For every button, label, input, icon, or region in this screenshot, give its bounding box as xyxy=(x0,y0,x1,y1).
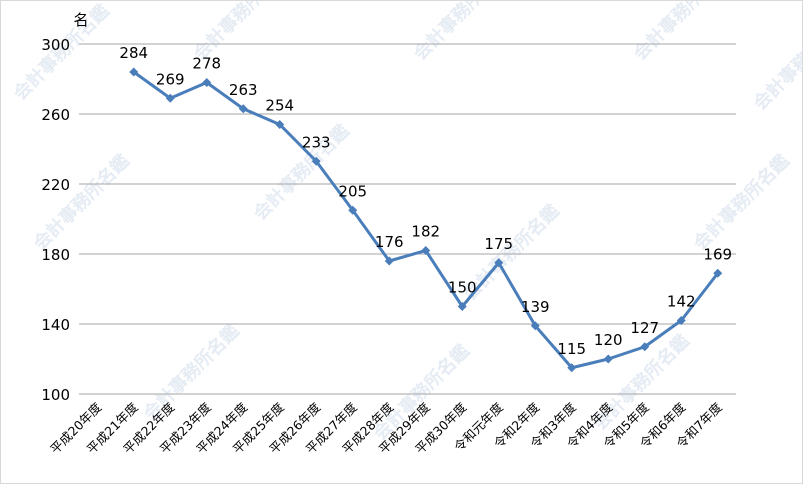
watermark-text: 会計事務所名鑑 xyxy=(369,340,474,445)
data-label: 284 xyxy=(119,44,148,62)
data-label: 176 xyxy=(375,233,404,251)
data-point-marker xyxy=(165,93,175,103)
y-tick-label: 300 xyxy=(41,36,70,54)
watermark-text: 会計事務所名鑑 xyxy=(689,150,794,255)
data-label: 115 xyxy=(557,340,586,358)
data-point-marker xyxy=(129,67,139,77)
data-label: 278 xyxy=(192,55,221,73)
data-label: 175 xyxy=(484,235,513,253)
data-point-marker xyxy=(384,256,394,266)
watermark-text: 会計事務所名鑑 xyxy=(409,1,514,65)
data-point-marker xyxy=(676,316,686,325)
data-point-marker xyxy=(713,268,723,278)
y-tick-label: 180 xyxy=(41,246,70,264)
data-point-marker xyxy=(457,302,467,311)
data-point-marker xyxy=(311,156,321,166)
data-labels: 284 269 278 263 254 233 205 176 182 150 175 139 115 1… xyxy=(119,44,732,358)
watermark-text: 会計事務所名鑑 xyxy=(629,1,734,65)
data-label: 120 xyxy=(594,331,623,349)
y-axis-ticks: 100 140 180 220 260 300 xyxy=(41,36,70,404)
y-unit-label: 名 xyxy=(73,11,88,29)
data-point-marker xyxy=(640,342,650,352)
data-point-marker xyxy=(202,78,212,87)
watermark-text: 会計事務所名鑑 xyxy=(29,150,134,255)
data-label: 182 xyxy=(411,223,440,241)
grid-lines xyxy=(79,43,736,395)
y-tick-label: 140 xyxy=(41,316,70,334)
watermark-text: 会計事務所名鑑 xyxy=(139,320,244,425)
data-points xyxy=(129,67,723,373)
data-label: 169 xyxy=(703,245,732,263)
y-tick-label: 260 xyxy=(41,106,70,124)
data-point-marker xyxy=(530,321,540,331)
data-point-marker xyxy=(238,104,248,114)
data-label: 233 xyxy=(302,133,331,151)
data-point-marker xyxy=(494,258,504,268)
data-label: 127 xyxy=(630,319,659,337)
data-point-marker xyxy=(421,246,431,255)
data-point-marker xyxy=(275,120,285,129)
data-label: 142 xyxy=(667,293,696,311)
data-label: 269 xyxy=(156,70,185,88)
data-label: 254 xyxy=(265,97,294,115)
data-label: 139 xyxy=(521,298,550,316)
y-tick-label: 100 xyxy=(41,386,70,404)
data-point-marker xyxy=(567,363,577,373)
data-label: 150 xyxy=(448,279,477,297)
data-point-marker xyxy=(603,354,613,364)
data-point-marker xyxy=(348,205,358,215)
data-label: 263 xyxy=(229,81,258,99)
data-label: 205 xyxy=(338,182,367,200)
watermark-text: 会計事務所名鑑 xyxy=(749,10,802,115)
y-tick-label: 220 xyxy=(41,176,70,194)
